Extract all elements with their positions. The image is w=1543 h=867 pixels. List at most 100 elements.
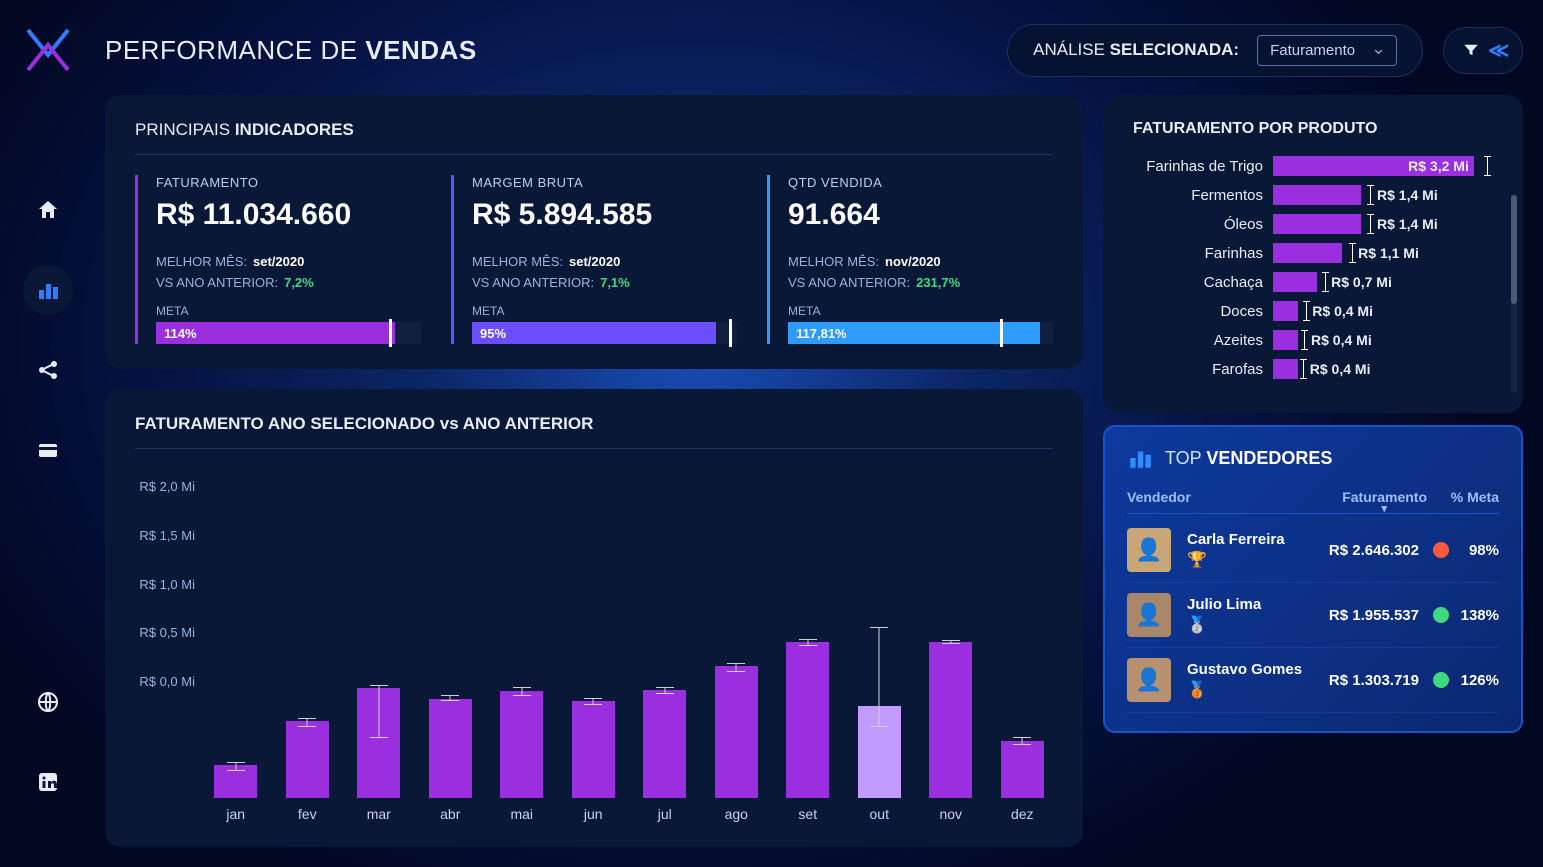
chart-bar[interactable] — [849, 469, 911, 798]
vendor-row[interactable]: 👤 Gustavo Gomes 🥉 R$ 1.303.719 126% — [1127, 648, 1499, 713]
vendor-name: Julio Lima — [1187, 596, 1309, 613]
kpi-meta-label: META — [788, 304, 1053, 318]
product-value: R$ 0,4 Mi — [1312, 301, 1373, 321]
avatar: 👤 — [1127, 593, 1171, 637]
home-icon — [36, 198, 60, 222]
chart-bar[interactable] — [777, 469, 839, 798]
product-name: Farofas — [1133, 361, 1273, 378]
chart-bar[interactable] — [634, 469, 696, 798]
status-dot — [1433, 672, 1449, 688]
nav-share[interactable] — [23, 345, 73, 395]
x-label: jul — [634, 806, 696, 822]
product-row[interactable]: Farinhas R$ 1,1 Mi — [1133, 243, 1493, 263]
kpi-best-month: MELHOR MÊS:set/2020 — [472, 254, 737, 269]
product-row[interactable]: Azeites R$ 0,4 Mi — [1133, 330, 1493, 350]
linkedin-icon — [36, 770, 60, 794]
kpi-value: R$ 5.894.585 — [472, 198, 737, 232]
product-row[interactable]: Óleos R$ 1,4 Mi — [1133, 214, 1493, 234]
avatar: 👤 — [1127, 658, 1171, 702]
product-row[interactable]: Farofas R$ 0,4 Mi — [1133, 359, 1493, 379]
col-vendedor[interactable]: Vendedor — [1127, 489, 1317, 505]
status-dot — [1433, 542, 1449, 558]
nav-card[interactable] — [23, 425, 73, 475]
vendors-panel: TOP VENDEDORES Vendedor Faturamento % Me… — [1103, 425, 1523, 733]
chart-bar[interactable] — [563, 469, 625, 798]
vendor-row[interactable]: 👤 Carla Ferreira 🏆 R$ 2.646.302 98% — [1127, 518, 1499, 583]
product-row[interactable]: Farinhas de Trigo R$ 3,2 Mi — [1133, 156, 1493, 176]
product-value: R$ 1,4 Mi — [1377, 185, 1438, 205]
product-value: R$ 3,2 Mi — [1408, 156, 1469, 176]
product-name: Azeites — [1133, 332, 1273, 349]
nav-linkedin[interactable] — [23, 757, 73, 807]
kpi-meta-bar: 117,81% — [788, 322, 1053, 344]
avatar: 👤 — [1127, 528, 1171, 572]
products-scrollbar[interactable] — [1511, 195, 1517, 393]
filter-toggle[interactable]: ≪ — [1443, 27, 1523, 74]
products-title: FATURAMENTO POR PRODUTO — [1133, 120, 1493, 142]
sidebar-bottom — [23, 677, 73, 837]
kpi-meta-label: META — [156, 304, 421, 318]
trophy-icon: 🏆 — [1187, 550, 1309, 570]
vendor-revenue: R$ 1.303.719 — [1309, 672, 1419, 689]
analysis-selector: ANÁLISE SELECIONADA: Faturamento — [1007, 24, 1423, 77]
chart-bar[interactable] — [706, 469, 768, 798]
kpi-meta-bar: 95% — [472, 322, 737, 344]
x-label: set — [777, 806, 839, 822]
kpi-vs-prev: VS ANO ANTERIOR:7,2% — [156, 275, 421, 290]
chart-bar[interactable] — [920, 469, 982, 798]
trophy-icon: 🥉 — [1187, 680, 1309, 700]
chart-x-axis: janfevmarabrmaijunjulagosetoutnovdez — [205, 806, 1053, 822]
chart-bars — [205, 469, 1053, 798]
vendors-title: TOP VENDEDORES — [1127, 445, 1499, 471]
product-value: R$ 1,4 Mi — [1377, 214, 1438, 234]
product-row[interactable]: Cachaça R$ 0,7 Mi — [1133, 272, 1493, 292]
vendor-name: Gustavo Gomes — [1187, 661, 1309, 678]
kpi-meta-label: META — [472, 304, 737, 318]
chart-bar[interactable] — [992, 469, 1054, 798]
kpi-label: QTD VENDIDA — [788, 175, 1053, 190]
globe-icon — [36, 690, 60, 714]
card-icon — [36, 438, 60, 462]
kpi-panel: PRINCIPAIS INDICADORES FATURAMENTO R$ 11… — [105, 95, 1083, 369]
chart-bar[interactable] — [420, 469, 482, 798]
kpi-card: MARGEM BRUTA R$ 5.894.585 MELHOR MÊS:set… — [451, 175, 737, 344]
vendor-row[interactable]: 👤 Julio Lima 🥈 R$ 1.955.537 138% — [1127, 583, 1499, 648]
chart-icon — [36, 278, 60, 302]
chart-bar[interactable] — [491, 469, 553, 798]
nav-home[interactable] — [23, 185, 73, 235]
nav-analytics[interactable] — [23, 265, 73, 315]
kpi-label: FATURAMENTO — [156, 175, 421, 190]
x-label: mai — [491, 806, 553, 822]
product-row[interactable]: Fermentos R$ 1,4 Mi — [1133, 185, 1493, 205]
product-value: R$ 0,4 Mi — [1311, 330, 1372, 350]
main: PERFORMANCE DE VENDAS ANÁLISE SELECIONAD… — [95, 0, 1543, 867]
product-row[interactable]: Doces R$ 0,4 Mi — [1133, 301, 1493, 321]
x-label: jun — [563, 806, 625, 822]
vendor-revenue: R$ 1.955.537 — [1309, 607, 1419, 624]
kpi-vs-prev: VS ANO ANTERIOR:7,1% — [472, 275, 737, 290]
x-label: dez — [992, 806, 1054, 822]
product-name: Cachaça — [1133, 274, 1273, 291]
product-name: Farinhas de Trigo — [1133, 158, 1273, 175]
col-faturamento[interactable]: Faturamento — [1317, 489, 1427, 505]
status-dot — [1433, 607, 1449, 623]
chart-bar[interactable] — [348, 469, 410, 798]
col-meta[interactable]: % Meta — [1427, 489, 1499, 505]
x-label: abr — [420, 806, 482, 822]
nav-globe[interactable] — [23, 677, 73, 727]
kpi-vs-prev: VS ANO ANTERIOR:231,7% — [788, 275, 1053, 290]
vendor-meta-pct: 98% — [1457, 542, 1499, 559]
product-name: Farinhas — [1133, 245, 1273, 262]
monthly-chart-panel: FATURAMENTO ANO SELECIONADO vs ANO ANTER… — [105, 389, 1083, 847]
analysis-dropdown[interactable]: Faturamento — [1257, 35, 1397, 66]
x-label: fev — [277, 806, 339, 822]
chart-bar[interactable] — [277, 469, 339, 798]
chart-bar[interactable] — [205, 469, 267, 798]
product-name: Doces — [1133, 303, 1273, 320]
vendors-header-row: Vendedor Faturamento % Meta — [1127, 489, 1499, 514]
filter-icon — [1462, 41, 1480, 59]
vendor-meta-pct: 138% — [1457, 607, 1499, 624]
product-name: Fermentos — [1133, 187, 1273, 204]
product-name: Óleos — [1133, 216, 1273, 233]
kpi-panel-title: PRINCIPAIS INDICADORES — [135, 120, 1053, 155]
